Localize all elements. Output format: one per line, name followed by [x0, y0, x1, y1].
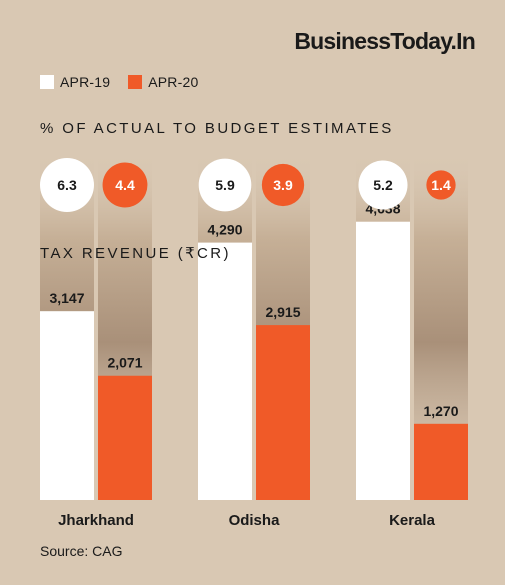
pct-circle-label: 6.3	[57, 177, 77, 193]
bar-label: 4,290	[207, 222, 242, 238]
bar-label: 3,147	[49, 290, 84, 306]
legend-item-apr19: APR-19	[40, 74, 110, 90]
bar-apr-20-kerala	[414, 423, 468, 500]
legend-item-apr20: APR-20	[128, 74, 198, 90]
bar-apr-19-odisha	[198, 242, 252, 500]
pct-circle	[40, 158, 94, 212]
pct-circle	[261, 163, 305, 207]
pct-circle	[102, 162, 148, 208]
tax-section-title: TAX REVENUE (₹CR)	[40, 245, 231, 262]
legend-swatch-apr19	[40, 75, 54, 89]
pct-circle	[426, 170, 456, 200]
category-label: Jharkhand	[58, 512, 134, 529]
bar-label: 2,915	[265, 304, 300, 320]
legend: APR-19 APR-20	[40, 74, 216, 90]
pct-circle-label: 5.2	[373, 177, 393, 193]
pct-circle-label: 5.9	[215, 177, 235, 193]
legend-label-apr20: APR-20	[148, 74, 199, 90]
pct-circle-label: 1.4	[431, 177, 451, 193]
bar-apr-20-jharkhand	[98, 375, 152, 500]
bar-apr-19-kerala	[356, 221, 410, 500]
pct-circle-label: 3.9	[273, 177, 293, 193]
bar-label: 1,270	[423, 403, 458, 419]
bar-label: 2,071	[107, 355, 142, 371]
category-label: Odisha	[229, 512, 281, 529]
pct-circle	[198, 158, 252, 212]
category-label: Kerala	[389, 512, 436, 529]
brand-logo: BusinessToday.In	[294, 28, 475, 54]
bar-apr-20-odisha	[256, 325, 310, 500]
legend-swatch-apr20	[128, 75, 143, 89]
source-note: Source: CAG	[40, 543, 123, 559]
pct-circle-label: 4.4	[115, 177, 135, 193]
pct-section-title: % OF ACTUAL TO BUDGET ESTIMATES	[40, 120, 394, 137]
pct-circle	[358, 160, 408, 210]
legend-label-apr19: APR-19	[60, 74, 111, 90]
bar-apr-19-jharkhand	[40, 311, 94, 500]
